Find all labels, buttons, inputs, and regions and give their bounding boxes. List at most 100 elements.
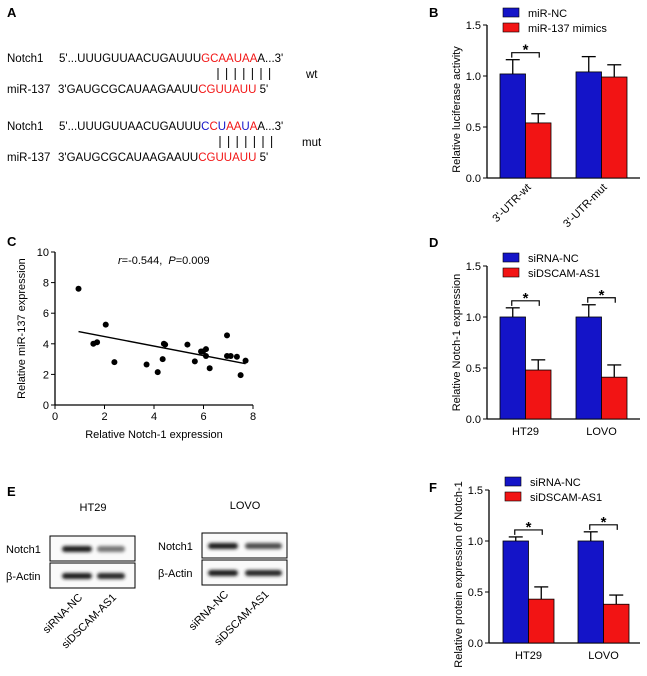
data-point [233, 353, 240, 360]
x-tick-label: HT29 [512, 426, 539, 438]
legend-swatch-red [504, 491, 522, 502]
panel-label-f: F [429, 480, 437, 495]
x-tick-label: 3'-UTR-wt [490, 182, 533, 225]
legend-swatch-red [502, 22, 520, 33]
y-axis-label: Relative luciferase activity [451, 46, 463, 173]
panel-e-western-blot: E HT29Notch1β-ActinsiRNA-NCsiDSCAM-AS1LO… [6, 484, 288, 651]
protein-band [245, 543, 282, 549]
data-point [202, 346, 209, 353]
data-point [227, 353, 234, 360]
panel-c-scatter-chart: C 0 2 4 6 8 10 0 2 4 6 8 Relative Notch-1 expressio… [7, 234, 256, 441]
panel-b-luciferase-chart: B 0.0 0.5 1.0 1.5 Relative luciferase activi… [429, 5, 640, 230]
y-tick-label: 1.5 [466, 261, 481, 273]
blot-cell-title: LOVO [230, 500, 261, 512]
protein-band [62, 546, 92, 552]
y-tick-label: 4 [43, 339, 49, 351]
sequence-segment: 5'...UUUGUUAACUGAUUU [59, 53, 201, 65]
data-point [75, 285, 82, 292]
sequence-segment: 5' [256, 152, 268, 164]
data-point [242, 357, 249, 364]
significance-star: * [526, 519, 532, 536]
protein-band [97, 573, 125, 579]
legend-swatch-blue [502, 7, 520, 18]
sequence-segment: 5' [256, 84, 268, 96]
sequence-segment: A...3' [257, 121, 283, 133]
legend-swatch-blue [502, 252, 520, 263]
significance-star: * [601, 514, 607, 531]
blot-row-label: β-Actin [6, 571, 40, 583]
blot-row-label: Notch1 [6, 544, 41, 556]
y-axis-label: Relative Notch-1 expression [451, 274, 463, 412]
y-tick-label: 1.5 [466, 20, 481, 32]
x-axis-label: Relative Notch-1 expression [85, 429, 223, 441]
data-point [143, 361, 150, 368]
x-tick-label: LOVO [588, 650, 619, 662]
legend-swatch-red [502, 267, 520, 278]
mir137-label: miR-137 [7, 152, 50, 164]
sequence-segment: 3'GAUGCGCAUAAGAAUU [58, 152, 198, 164]
sequence-segment: U [218, 121, 226, 133]
y-axis-label: Relative protein expression of Notch-1 [453, 481, 465, 667]
notch1-sequence: 5'...UUUGUUAACUGAUUUCCUAAUAA...3' [59, 121, 283, 133]
y-tick-label: 0.5 [466, 363, 481, 375]
y-tick-label: 1.0 [466, 312, 481, 324]
p-symbol: P [168, 255, 176, 267]
sequence-segment: 5'...UUUGUUAACUGAUUU [59, 121, 201, 133]
bar-sidscam-as1 [603, 603, 630, 644]
legend-label: miR-137 mimics [528, 23, 607, 35]
significance-bracket [514, 529, 543, 535]
legend-swatch-blue [504, 476, 522, 487]
sequence-segment: AA [226, 121, 242, 133]
data-point [94, 339, 101, 346]
bar-sidscam-as1 [528, 598, 555, 644]
x-tick-label: 6 [200, 411, 206, 423]
sequence-segment: A [250, 121, 258, 133]
panel-a-sequence-alignment: A Notch1miR-1375'...UUUGUUAACUGAUUUGCAAU… [7, 5, 322, 164]
y-tick-label: 1.0 [466, 71, 481, 83]
correlation-annotation: r=-0.544, P=0.009 [118, 255, 210, 267]
y-axis-label: Relative miR-137 expression [16, 258, 28, 399]
significance-star: * [523, 42, 529, 59]
x-tick-label: 2 [101, 411, 107, 423]
y-tick-label: 0 [43, 400, 49, 412]
significance-star: * [523, 290, 529, 307]
protein-band [208, 543, 238, 549]
legend-label: siDSCAM-AS1 [528, 268, 600, 280]
regression-line [78, 330, 246, 365]
panel-label-b: B [429, 5, 438, 20]
bar-sidscam-as1 [601, 376, 628, 420]
protein-band [62, 573, 92, 579]
bar-sirna-nc [577, 540, 604, 644]
legend-label: miR-NC [528, 8, 567, 20]
legend-label: siRNA-NC [528, 253, 579, 265]
y-tick-label: 2 [43, 369, 49, 381]
bar-mir-137-mimics [601, 76, 628, 179]
x-tick-label: 0 [52, 411, 58, 423]
bar-sidscam-as1 [525, 369, 552, 420]
bar-sirna-nc [499, 316, 526, 420]
panel-label-d: D [429, 235, 438, 250]
y-tick-label: 6 [43, 308, 49, 320]
legend-label: siDSCAM-AS1 [530, 492, 602, 504]
data-point [159, 356, 166, 363]
r-value: =-0.544, [122, 255, 163, 267]
notch1-label: Notch1 [7, 53, 43, 65]
y-tick-label: 10 [37, 247, 49, 259]
sequence-segment: U [241, 121, 249, 133]
sequence-segment: 3'GAUGCGCAUAAGAAUU [58, 84, 198, 96]
x-tick-label: LOVO [586, 426, 617, 438]
wt-tag: wt [305, 69, 318, 81]
notch1-label: Notch1 [7, 121, 43, 133]
mir137-label: miR-137 [7, 84, 50, 96]
y-tick-label: 0.5 [468, 587, 483, 599]
bar-mir-137-mimics [525, 122, 552, 179]
bar-mir-nc [499, 73, 526, 179]
x-tick-label: 4 [151, 411, 157, 423]
significance-bracket [511, 300, 540, 306]
data-point [162, 341, 169, 348]
sequence-segment: A...3' [257, 53, 283, 65]
data-point [202, 353, 209, 360]
x-tick-label: 8 [250, 411, 256, 423]
y-tick-label: 0.5 [466, 122, 481, 134]
